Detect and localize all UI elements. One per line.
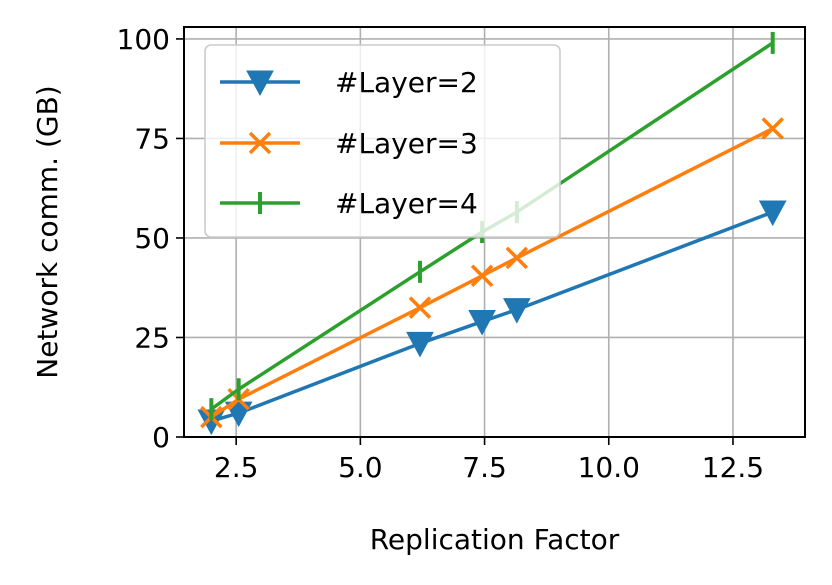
legend-entry: #Layer=2 [220, 66, 478, 99]
data-point [406, 331, 434, 358]
legend-entry: #Layer=4 [220, 187, 478, 220]
y-tick-label: 50 [134, 222, 170, 255]
legend-box [204, 44, 561, 238]
data-point [505, 246, 529, 270]
data-point [248, 131, 272, 155]
x-tick-label: 12.5 [702, 451, 764, 484]
data-point [246, 70, 274, 97]
x-tick-label: 5.0 [338, 451, 383, 484]
x-tick-label: 2.5 [214, 451, 259, 484]
legend: #Layer=2 #Layer=3 #Layer=4 [204, 44, 561, 238]
series-layer [197, 31, 787, 436]
y-axis-label: Network comm. (GB) [31, 85, 64, 378]
data-point [761, 117, 784, 140]
x-tick-label: 10.0 [578, 451, 640, 484]
data-point [470, 264, 494, 288]
data-point [468, 310, 496, 336]
y-tick-label: 0 [152, 421, 170, 454]
data-point [503, 298, 531, 324]
x-tick-label: 7.5 [462, 451, 507, 484]
legend-entry: #Layer=3 [220, 127, 478, 160]
legend-label: #Layer=3 [335, 127, 478, 160]
data-point [758, 200, 787, 227]
y-tick-label: 25 [134, 321, 170, 354]
plot-frame [183, 26, 806, 438]
x-axis-label: Replication Factor [370, 523, 620, 556]
legend-label: #Layer=4 [335, 187, 478, 220]
y-tick-label: 100 [117, 23, 170, 56]
legend-label: #Layer=2 [335, 66, 478, 99]
y-tick-label: 75 [134, 122, 170, 155]
axis-ticks: 2.5 5.0 7.5 10.0 12.5 0 25 50 75 100 [117, 23, 765, 484]
data-point [408, 296, 432, 319]
